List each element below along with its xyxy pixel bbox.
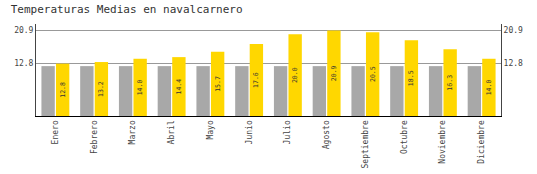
svg-text:20.9: 20.9 [14,26,33,35]
svg-text:Diciembre: Diciembre [477,120,486,164]
svg-text:20.0: 20.0 [291,67,299,83]
svg-text:18.5: 18.5 [407,70,415,86]
svg-text:Octubre: Octubre [400,120,409,154]
svg-text:Marzo: Marzo [128,120,137,144]
svg-text:14.4: 14.4 [175,79,183,95]
svg-text:16.3: 16.3 [446,75,454,91]
svg-text:13.2: 13.2 [97,81,105,97]
svg-text:17.6: 17.6 [252,72,260,88]
svg-text:Agosto: Agosto [322,120,331,149]
svg-text:20.5: 20.5 [369,66,377,82]
svg-text:Temperaturas Medias en navalca: Temperaturas Medias en navalcarnero [11,3,243,16]
svg-text:12.8: 12.8 [504,59,523,68]
svg-text:Junio: Junio [245,120,254,144]
svg-text:Febrero: Febrero [90,120,99,154]
svg-text:12.8: 12.8 [14,59,33,68]
svg-text:Enero: Enero [51,120,60,144]
svg-text:14.0: 14.0 [485,80,493,96]
svg-text:Abril: Abril [167,120,176,144]
svg-text:12.8: 12.8 [59,82,67,98]
svg-text:20.9: 20.9 [504,26,523,35]
svg-text:Noviembre: Noviembre [438,120,447,164]
svg-text:20.9: 20.9 [330,65,338,81]
svg-text:Septiembre: Septiembre [361,120,370,168]
svg-text:Mayo: Mayo [206,120,215,139]
svg-text:Julio: Julio [283,120,292,144]
svg-text:14.0: 14.0 [136,80,144,96]
svg-text:15.7: 15.7 [214,76,222,92]
